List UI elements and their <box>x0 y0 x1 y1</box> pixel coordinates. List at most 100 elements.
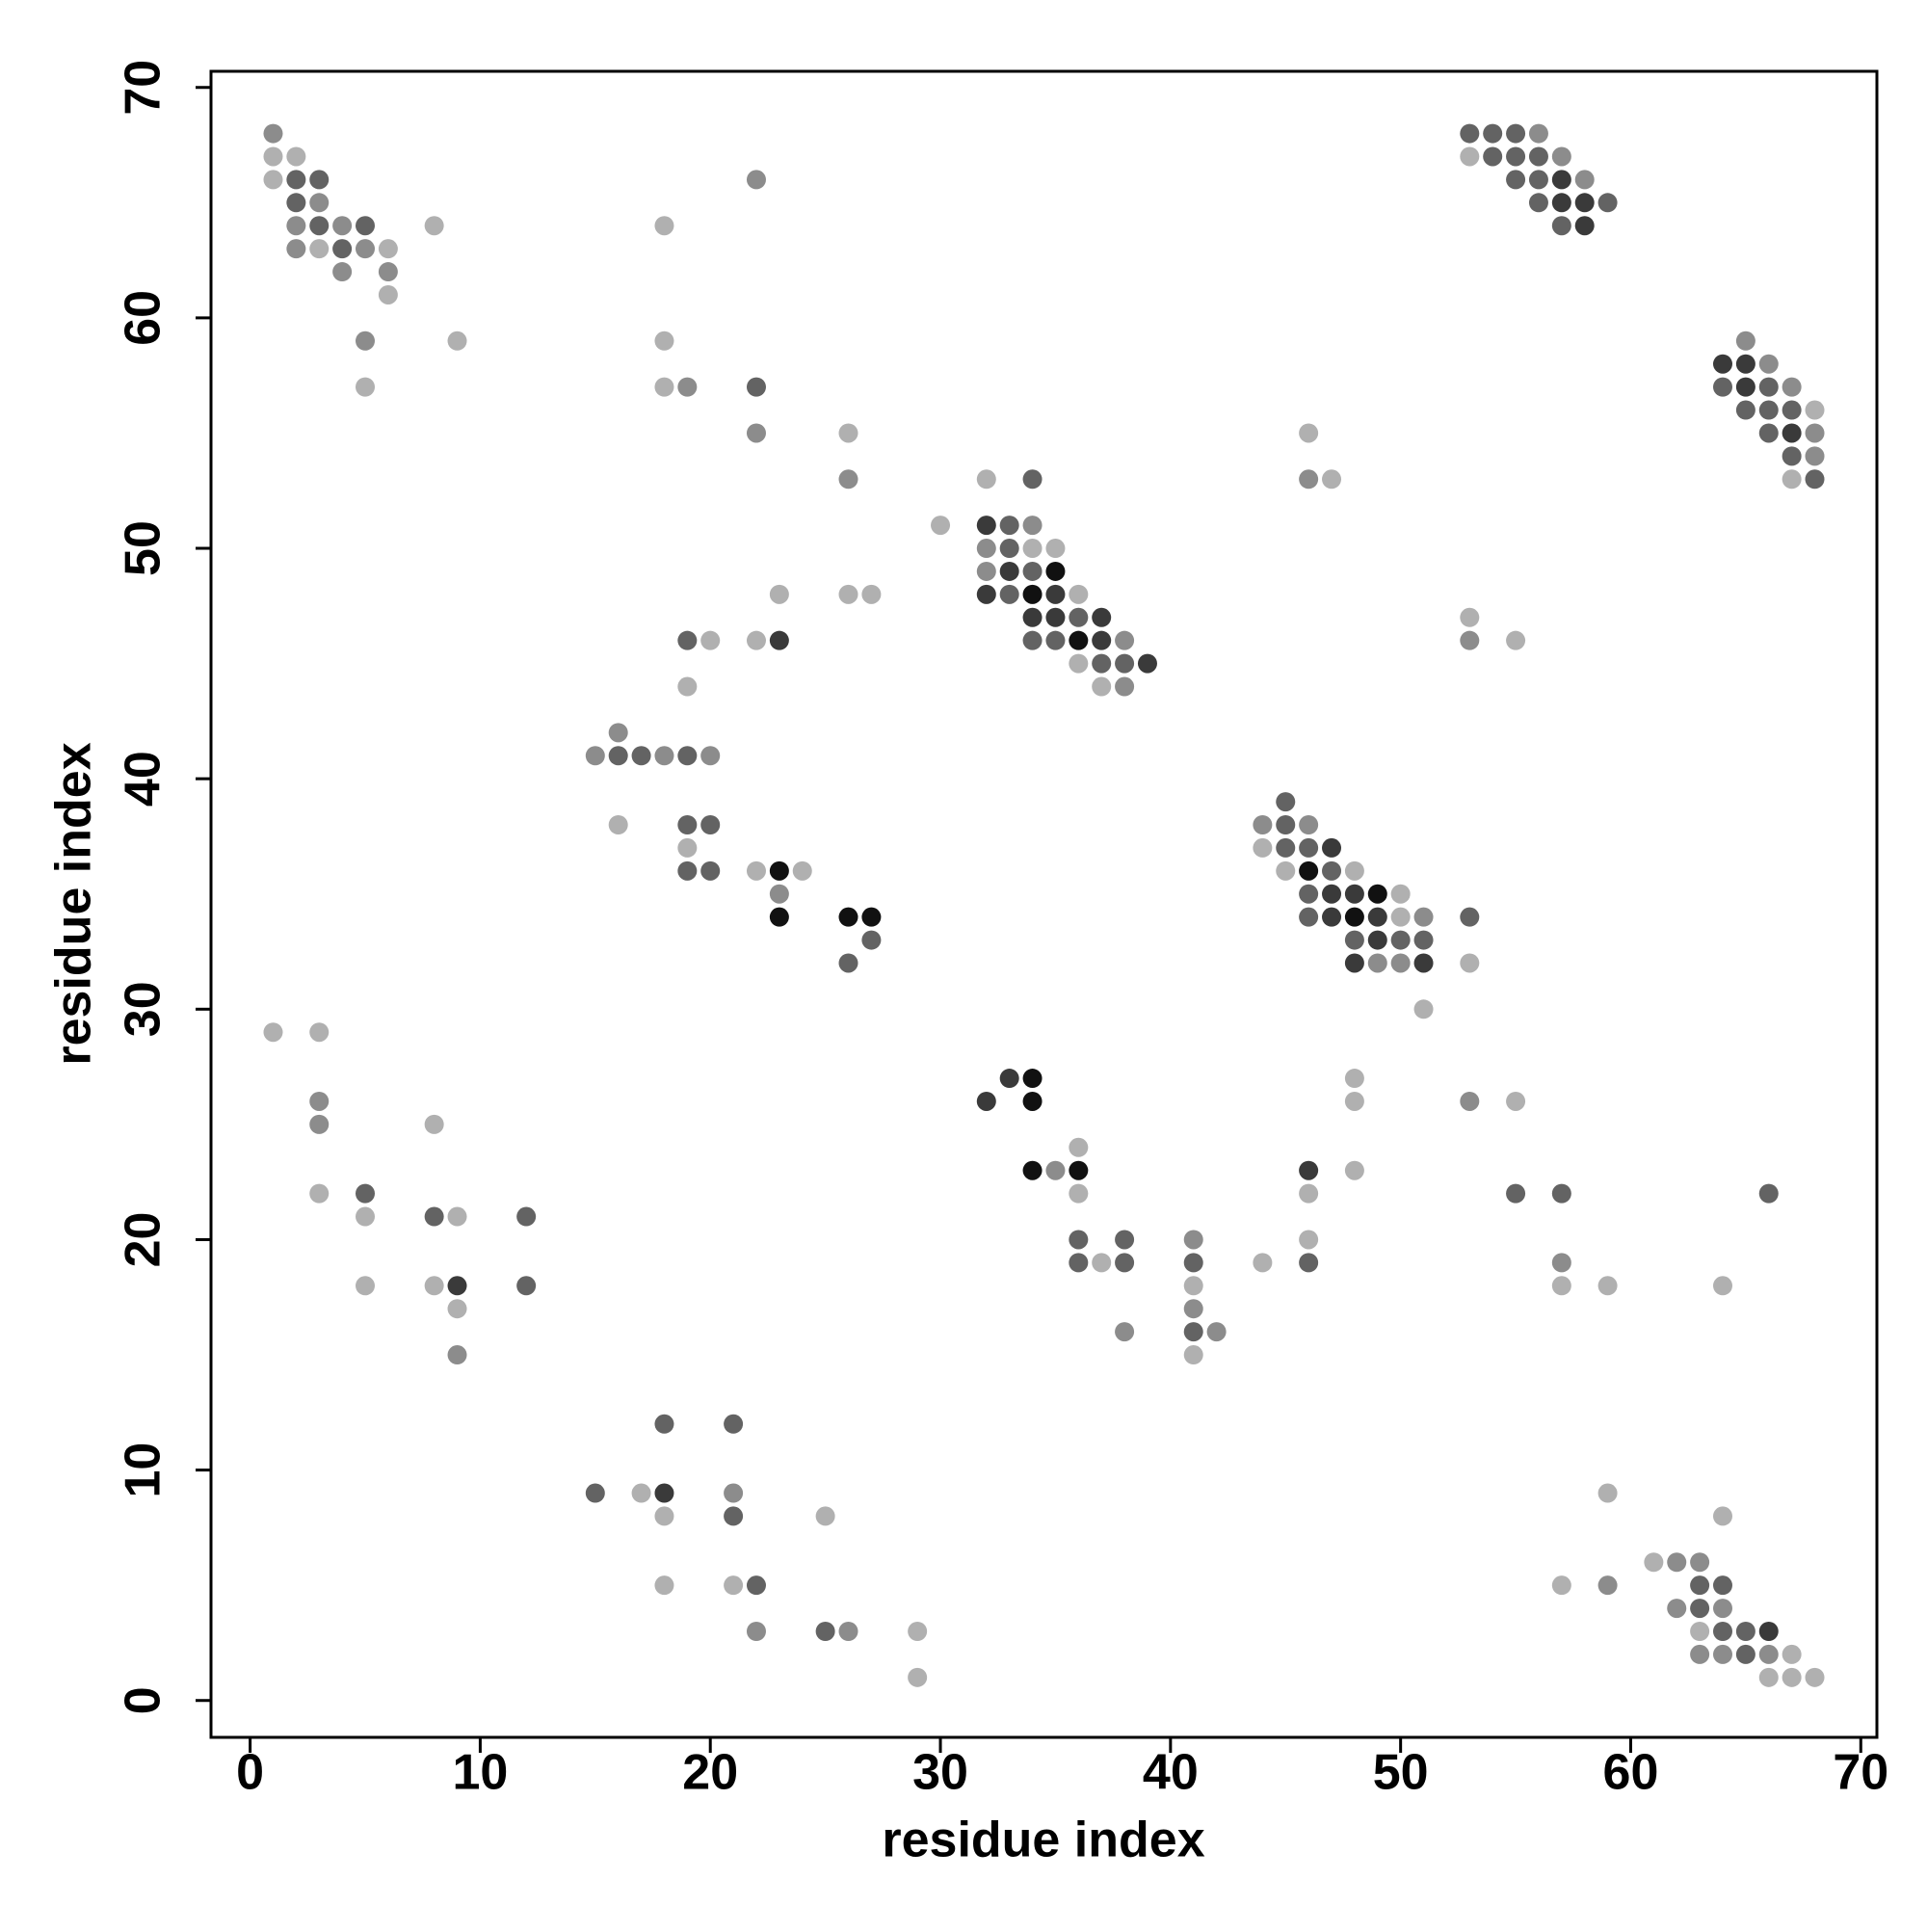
point <box>1022 539 1043 559</box>
point <box>1712 1599 1732 1619</box>
point <box>1758 423 1779 443</box>
point <box>1758 1183 1779 1204</box>
point <box>1069 1160 1089 1180</box>
point <box>1322 469 1342 490</box>
point <box>838 1621 858 1641</box>
point <box>1045 561 1066 581</box>
point <box>654 1414 674 1434</box>
point <box>1460 630 1480 650</box>
point <box>1367 930 1387 950</box>
point <box>769 630 789 650</box>
point <box>1299 1253 1319 1273</box>
point <box>1644 1552 1664 1573</box>
point <box>769 584 789 604</box>
point <box>1413 907 1434 927</box>
point <box>1413 930 1434 950</box>
point <box>746 1575 766 1596</box>
point <box>1805 1667 1825 1687</box>
point <box>286 193 306 213</box>
point <box>1092 1253 1112 1273</box>
point <box>1528 193 1548 213</box>
point <box>792 860 812 881</box>
y-tick-label: 10 <box>116 1442 172 1498</box>
x-tick-label: 0 <box>236 1745 264 1801</box>
x-tick-label: 20 <box>682 1745 738 1801</box>
point <box>1344 953 1364 973</box>
point <box>585 1483 605 1503</box>
point <box>1460 953 1480 973</box>
point <box>1069 653 1089 674</box>
point <box>1551 216 1571 236</box>
point <box>769 907 789 927</box>
point <box>1253 1253 1273 1273</box>
point <box>447 1206 467 1227</box>
point <box>1782 377 1802 397</box>
point <box>1253 814 1273 834</box>
point <box>1390 907 1411 927</box>
point <box>1276 860 1296 881</box>
point <box>286 146 306 167</box>
point <box>746 630 766 650</box>
point <box>1299 1160 1319 1180</box>
point <box>1069 1253 1089 1273</box>
point <box>1483 146 1503 167</box>
point <box>1344 884 1364 904</box>
point <box>1253 837 1273 858</box>
point <box>309 239 330 259</box>
point <box>1690 1575 1710 1596</box>
point <box>769 884 789 904</box>
point <box>976 1091 996 1111</box>
point <box>263 1022 283 1043</box>
point <box>516 1206 537 1227</box>
point <box>1597 1483 1618 1503</box>
point <box>1183 1299 1203 1319</box>
point <box>332 262 353 282</box>
point <box>724 1506 744 1526</box>
point <box>1667 1552 1687 1573</box>
point <box>332 239 353 259</box>
y-tick-label: 60 <box>116 290 172 346</box>
point <box>447 331 467 351</box>
point <box>1022 469 1043 490</box>
point <box>976 539 996 559</box>
point <box>1299 1230 1319 1250</box>
point <box>1735 1621 1755 1641</box>
point <box>677 746 698 766</box>
point <box>424 1276 444 1296</box>
point <box>1322 860 1342 881</box>
point <box>424 216 444 236</box>
point <box>263 146 283 167</box>
point <box>1551 1183 1571 1204</box>
point <box>424 1206 444 1227</box>
y-axis-title: residue index <box>46 742 102 1065</box>
point <box>378 239 398 259</box>
point <box>654 1483 674 1503</box>
point <box>1551 146 1571 167</box>
point <box>1344 1069 1364 1089</box>
plot-frame <box>209 69 1879 1739</box>
point <box>286 216 306 236</box>
point <box>1506 1091 1526 1111</box>
x-tick-label: 60 <box>1603 1745 1659 1801</box>
point <box>1115 1253 1135 1273</box>
point <box>1551 170 1571 190</box>
point <box>1805 423 1825 443</box>
point <box>1299 884 1319 904</box>
point <box>1183 1276 1203 1296</box>
point <box>309 216 330 236</box>
point <box>677 377 698 397</box>
point <box>1690 1599 1710 1619</box>
point <box>1092 653 1112 674</box>
point <box>608 814 628 834</box>
point <box>1551 1575 1571 1596</box>
point <box>1183 1230 1203 1250</box>
point <box>746 860 766 881</box>
point <box>1597 1575 1618 1596</box>
point <box>309 1183 330 1204</box>
point <box>654 1575 674 1596</box>
point <box>1460 146 1480 167</box>
point <box>1735 400 1755 420</box>
point <box>309 193 330 213</box>
point <box>1758 354 1779 374</box>
point <box>1022 1091 1043 1111</box>
